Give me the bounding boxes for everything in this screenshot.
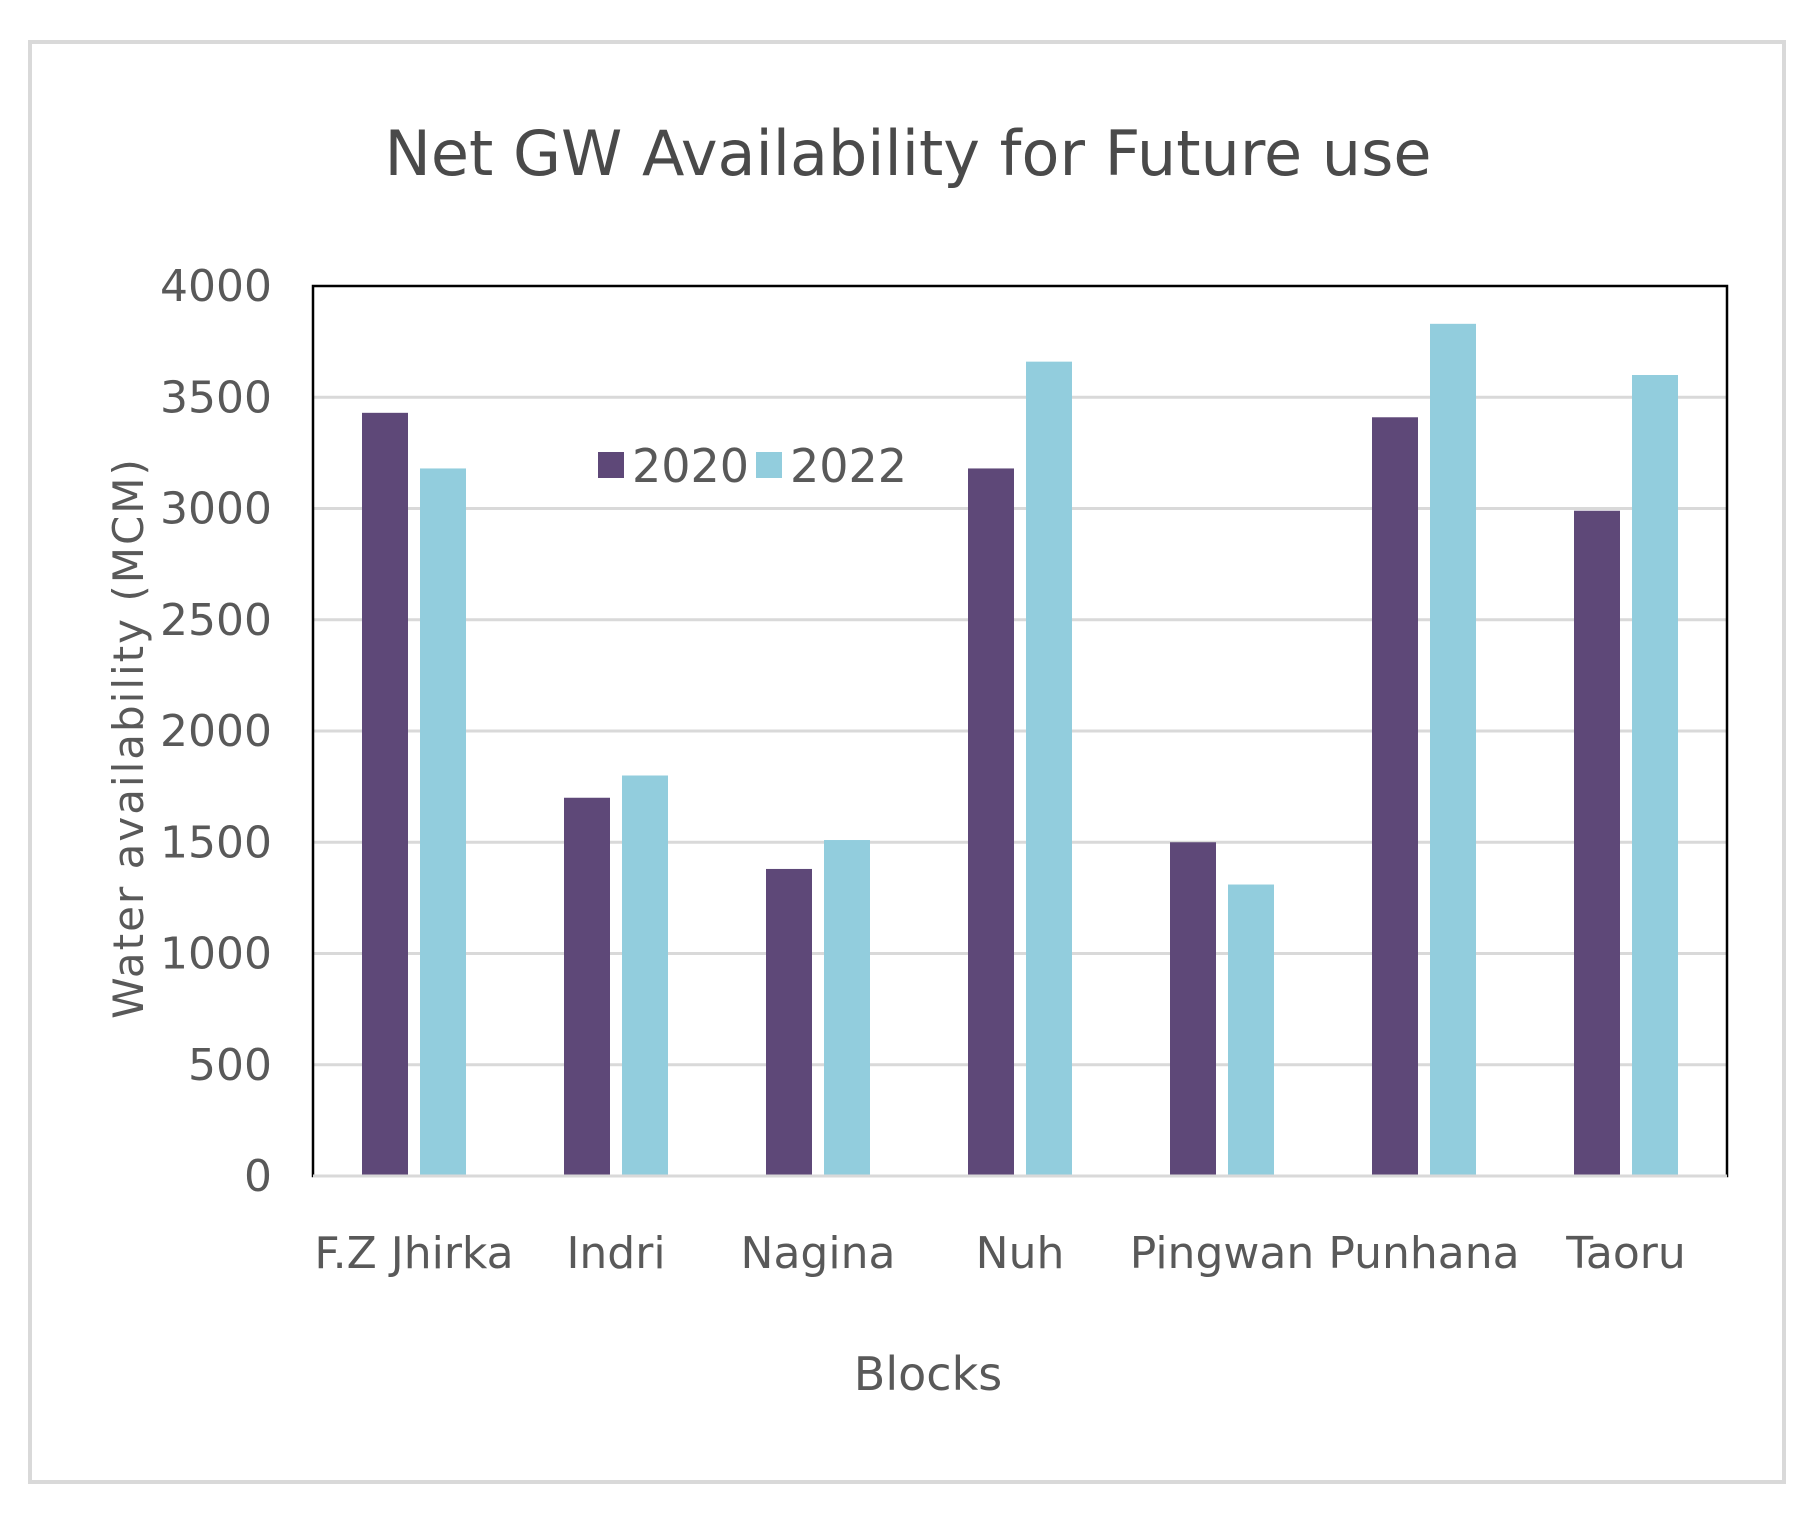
bar-2020-nagina (766, 868, 812, 1176)
legend-swatch-2020 (598, 452, 624, 478)
legend-label-2020: 2020 (632, 439, 749, 493)
y-tick-label: 3000 (160, 484, 272, 535)
bar-2020-nuh (968, 468, 1014, 1176)
y-tick-label: 1500 (160, 817, 272, 868)
x-category-label: Punhana (1328, 1228, 1519, 1279)
bar-2022-indri (622, 775, 668, 1176)
y-tick-label: 500 (188, 1040, 272, 1091)
legend-swatch-2022 (756, 452, 782, 478)
y-axis-title: Water availability (MCM) (104, 457, 153, 1019)
x-axis-title: Blocks (854, 1347, 1002, 1401)
bar-2022-nuh (1026, 361, 1072, 1176)
bar-2022-taoru (1632, 375, 1678, 1176)
y-tick-labels: 0 500 1000 1500 2000 2500 3000 3500 4000 (160, 261, 272, 1202)
bar-2022-punhana (1430, 323, 1476, 1176)
axes (311, 284, 1729, 1178)
chart-title: Net GW Availability for Future use (384, 117, 1431, 190)
bar-2022-nagina (824, 840, 870, 1176)
y-tick-label: 4000 (160, 261, 272, 312)
bar-2020-pingwan (1170, 842, 1216, 1176)
bar-2020-punhana (1372, 417, 1418, 1176)
bars (362, 323, 1678, 1177)
x-category-label: Indri (566, 1228, 665, 1279)
y-tick-label: 0 (244, 1151, 272, 1202)
y-tick-label: 2000 (160, 706, 272, 757)
y-tick-label: 2500 (160, 595, 272, 646)
bar-2020-indri (564, 797, 610, 1176)
bar-2020-taoru (1574, 510, 1620, 1177)
x-category-labels: F.Z Jhirka Indri Nagina Nuh Pingwan Punhana Ta… (314, 1228, 1685, 1279)
y-tick-label: 1000 (160, 929, 272, 980)
x-category-label: Nagina (741, 1228, 896, 1279)
chart-frame (28, 40, 1786, 1484)
bar-2020-f-z-jhirka (362, 412, 408, 1176)
x-category-label: Nuh (976, 1228, 1065, 1279)
legend-label-2022: 2022 (790, 439, 907, 493)
legend: 2020 2022 (598, 439, 907, 493)
bar-2022-pingwan (1228, 884, 1274, 1176)
bar-2022-f-z-jhirka (420, 468, 466, 1176)
x-category-label: F.Z Jhirka (314, 1228, 513, 1279)
x-category-label: Taoru (1565, 1228, 1685, 1279)
x-category-label: Pingwan (1130, 1228, 1314, 1279)
gridlines (313, 395, 1727, 1067)
y-tick-label: 3500 (160, 372, 272, 423)
